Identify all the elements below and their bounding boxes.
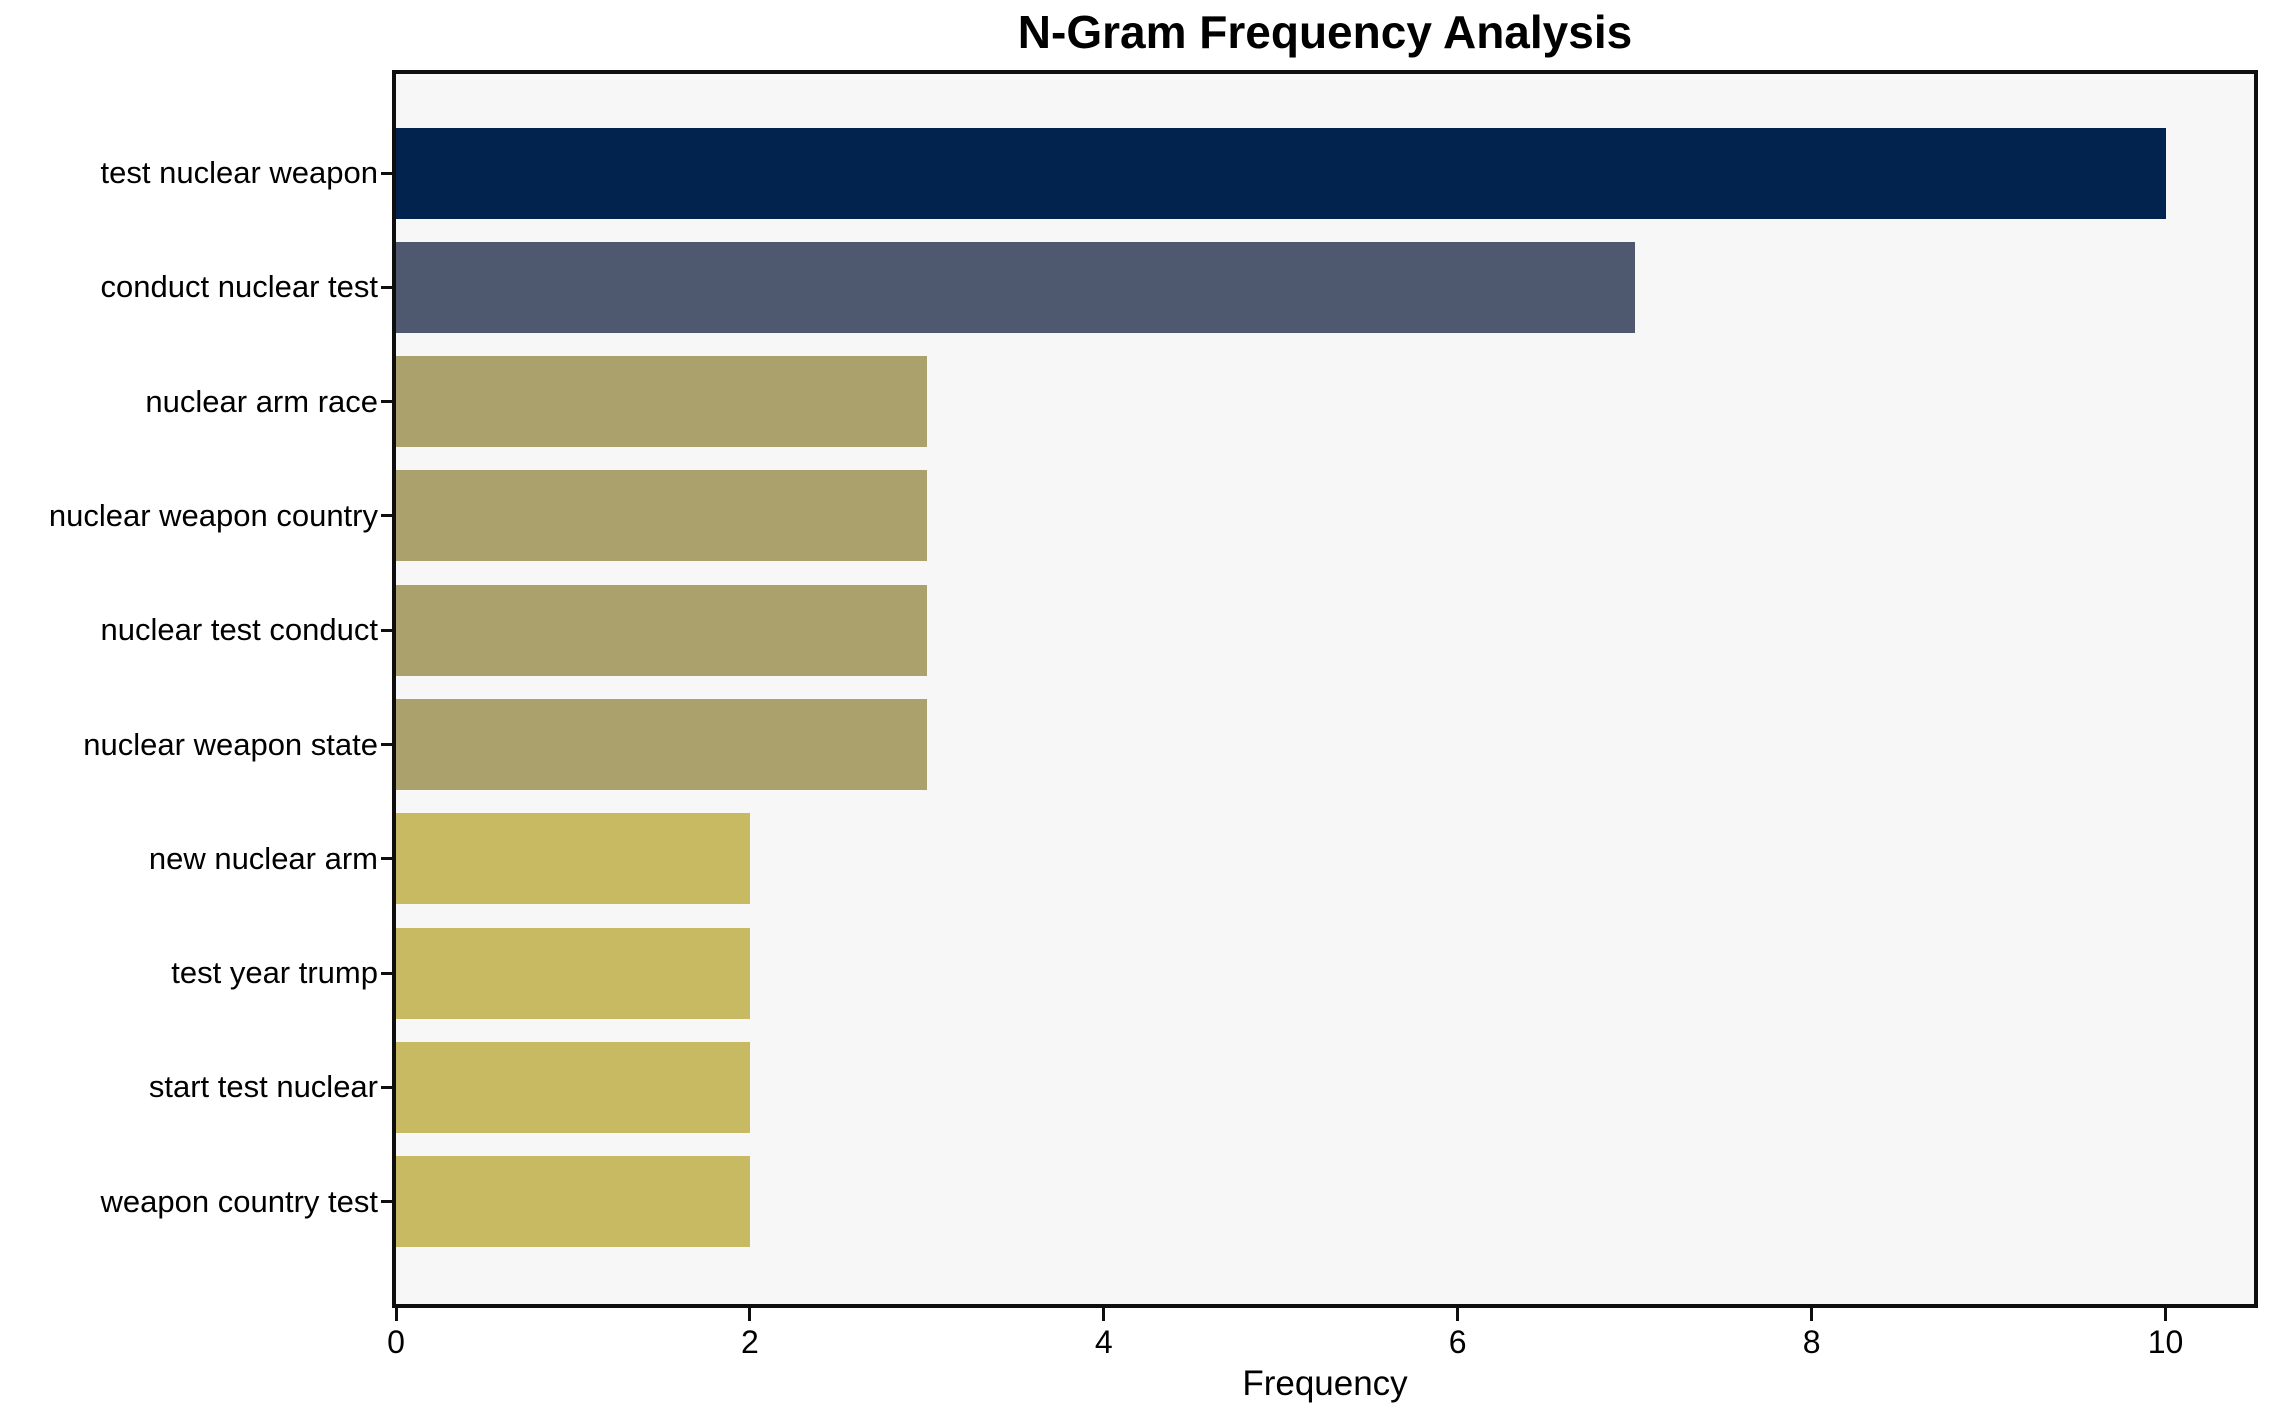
bar-conduct-nuclear-test: [396, 241, 1635, 333]
x-tick-label: 2: [740, 1324, 759, 1360]
chart-title: N-Gram Frequency Analysis: [1017, 6, 1633, 58]
y-tick-label: nuclear weapon country: [48, 497, 378, 533]
y-tick-label: conduct nuclear test: [100, 269, 378, 305]
bar-nuclear-test-conduct: [396, 584, 927, 676]
y-tick-mark: [381, 171, 393, 175]
x-tick-mark: [1810, 1308, 1814, 1321]
y-tick-label: start test nuclear: [148, 1069, 378, 1105]
x-tick-mark: [1456, 1308, 1460, 1321]
y-tick-label: nuclear arm race: [145, 383, 378, 419]
y-tick-label: weapon country test: [100, 1183, 378, 1219]
bar-test-nuclear-weapon: [396, 127, 2166, 219]
y-tick-label: nuclear weapon state: [83, 726, 378, 762]
y-tick-mark: [381, 1085, 393, 1089]
bar-nuclear-arm-race: [396, 356, 927, 448]
x-tick-label: 6: [1448, 1324, 1467, 1360]
y-tick-mark: [381, 285, 393, 289]
y-tick-label: test year trump: [171, 955, 378, 991]
y-tick-mark: [381, 743, 393, 746]
x-tick-label: 4: [1094, 1324, 1113, 1360]
x-tick-mark: [2164, 1308, 2168, 1321]
x-tick-label: 0: [387, 1324, 405, 1360]
bar-weapon-country-test: [396, 1156, 750, 1248]
y-tick-mark: [381, 971, 393, 975]
x-axis-title: Frequency: [1242, 1364, 1408, 1403]
y-tick-label: test nuclear weapon: [100, 155, 378, 190]
bar-start-test-nuclear: [396, 1041, 750, 1133]
bar-nuclear-weapon-country: [396, 470, 927, 562]
y-tick-mark: [381, 400, 393, 404]
plot-area: [392, 70, 2258, 1308]
y-tick-mark: [381, 628, 393, 632]
x-tick-label: 10: [2147, 1324, 2184, 1360]
x-tick-label: 8: [1802, 1324, 1821, 1360]
x-tick-mark: [1102, 1308, 1106, 1321]
y-tick-mark: [381, 1200, 393, 1204]
y-tick-mark: [381, 514, 393, 518]
x-tick-mark: [394, 1308, 398, 1321]
y-tick-label: nuclear test conduct: [100, 612, 378, 648]
bar-nuclear-weapon-state: [396, 699, 927, 790]
x-tick-mark: [748, 1308, 752, 1321]
bar-new-nuclear-arm: [396, 813, 750, 905]
bar-test-year-trump: [396, 927, 750, 1019]
y-tick-mark: [381, 857, 393, 861]
y-tick-label: new nuclear arm: [148, 840, 378, 876]
